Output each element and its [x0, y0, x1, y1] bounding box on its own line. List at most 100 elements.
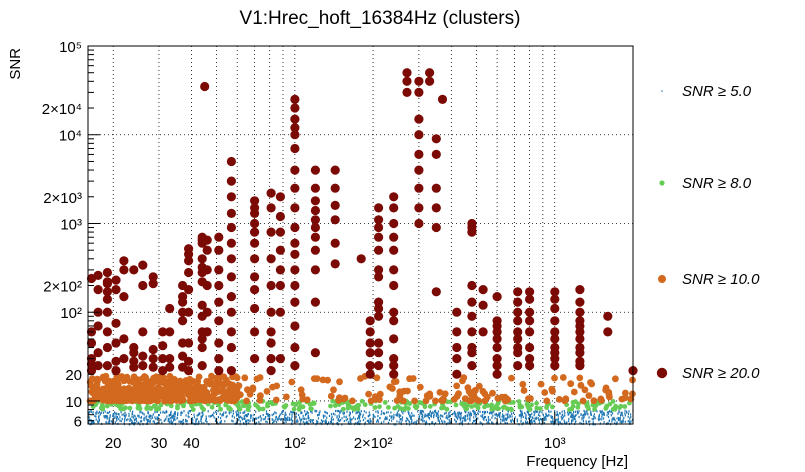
snr5-point — [574, 415, 576, 418]
snr5-point — [430, 413, 432, 416]
snr5-point — [613, 418, 615, 421]
snr8-point — [291, 406, 297, 412]
snr20-point — [492, 334, 502, 344]
snr5-point — [187, 411, 189, 414]
snr5-point — [149, 416, 151, 419]
snr5-point — [459, 419, 462, 422]
snr5-point — [407, 418, 409, 421]
snr10-point — [310, 375, 318, 382]
snr5-point — [411, 419, 413, 422]
snr5-point — [602, 413, 604, 416]
snr5-point — [347, 421, 349, 424]
snr5-point — [536, 410, 538, 413]
snr20-point — [275, 307, 285, 317]
snr20-point — [467, 218, 477, 229]
snr5-point — [466, 414, 468, 417]
y-tick-label: 10 — [65, 394, 82, 411]
snr5-point — [323, 416, 325, 419]
snr20-point — [111, 285, 121, 295]
snr5-point — [324, 420, 326, 423]
snr10-point — [372, 393, 379, 400]
snr5-point — [465, 415, 467, 418]
snr5-point — [107, 421, 109, 424]
snr10-point — [164, 378, 172, 386]
snr5-point — [592, 415, 595, 418]
snr20-point — [492, 292, 502, 302]
snr5-point — [143, 413, 145, 416]
snr5-point — [504, 421, 506, 424]
snr10-point — [132, 380, 140, 387]
snr5-point — [495, 414, 497, 417]
snr5-point — [618, 416, 620, 420]
snr5-point — [108, 419, 110, 422]
snr8-point — [135, 405, 141, 411]
snr5-point — [529, 415, 531, 418]
snr20-point — [467, 327, 477, 337]
snr20-point — [184, 267, 194, 278]
snr10-point — [165, 383, 173, 391]
snr5-point — [409, 415, 411, 419]
snr5-point — [425, 414, 427, 417]
snr20-point — [197, 334, 207, 344]
snr5-point — [484, 415, 486, 419]
snr20-point — [414, 114, 424, 124]
snr5-point — [236, 413, 238, 416]
snr20-point — [102, 327, 112, 337]
snr20-point — [266, 227, 276, 237]
snr5-point — [630, 413, 632, 416]
snr5-point — [110, 420, 112, 423]
legend-entry: SNR ≥ 8.0 — [659, 175, 752, 192]
snr5-point — [410, 415, 412, 418]
snr5-point — [136, 420, 138, 423]
snr5-point — [372, 416, 374, 419]
snr20-point — [389, 232, 399, 242]
snr5-point — [576, 410, 578, 413]
snr5-point — [288, 417, 291, 420]
snr5-point — [195, 420, 197, 423]
snr5-point — [561, 410, 563, 413]
snr5-point — [170, 419, 172, 422]
snr5-point — [396, 411, 398, 414]
snr5-point — [581, 417, 583, 420]
snr20-point — [275, 192, 285, 202]
snr5-point — [437, 416, 439, 419]
snr5-point — [559, 421, 561, 424]
snr5-point — [408, 411, 410, 414]
snr5-point — [594, 417, 596, 420]
snr10-point — [562, 395, 570, 403]
snr10-point — [288, 378, 296, 386]
snr5-point — [205, 417, 207, 420]
snr5-point — [622, 420, 624, 423]
snr5-point — [322, 419, 324, 423]
snr5-point — [439, 417, 442, 420]
snr8-point — [544, 405, 549, 410]
snr5-point — [111, 420, 113, 423]
snr20-point — [414, 149, 424, 159]
snr5-point — [168, 421, 170, 424]
snr5-point — [188, 416, 190, 419]
snr5-point — [573, 411, 575, 414]
snr5-point — [417, 410, 419, 413]
snr5-point — [97, 412, 99, 415]
snr5-point — [433, 413, 435, 416]
snr5-point — [154, 416, 156, 419]
snr5-point — [176, 417, 178, 420]
snr5-point — [621, 420, 623, 423]
snr5-point — [186, 420, 188, 423]
snr5-point — [319, 410, 321, 413]
snr5-point — [468, 413, 470, 416]
snr8-point — [290, 401, 296, 407]
snr5-point — [302, 417, 304, 420]
snr5-point — [583, 415, 585, 418]
snr20-point — [374, 215, 384, 225]
snr5-point — [539, 410, 541, 413]
snr5-point — [232, 409, 234, 413]
snr5-point — [208, 415, 210, 418]
snr5-point — [490, 412, 493, 415]
snr5-point — [513, 411, 515, 414]
snr5-point — [627, 412, 630, 415]
snr5-point — [429, 410, 431, 413]
snr5-point — [220, 421, 222, 424]
snr5-point — [469, 411, 471, 414]
